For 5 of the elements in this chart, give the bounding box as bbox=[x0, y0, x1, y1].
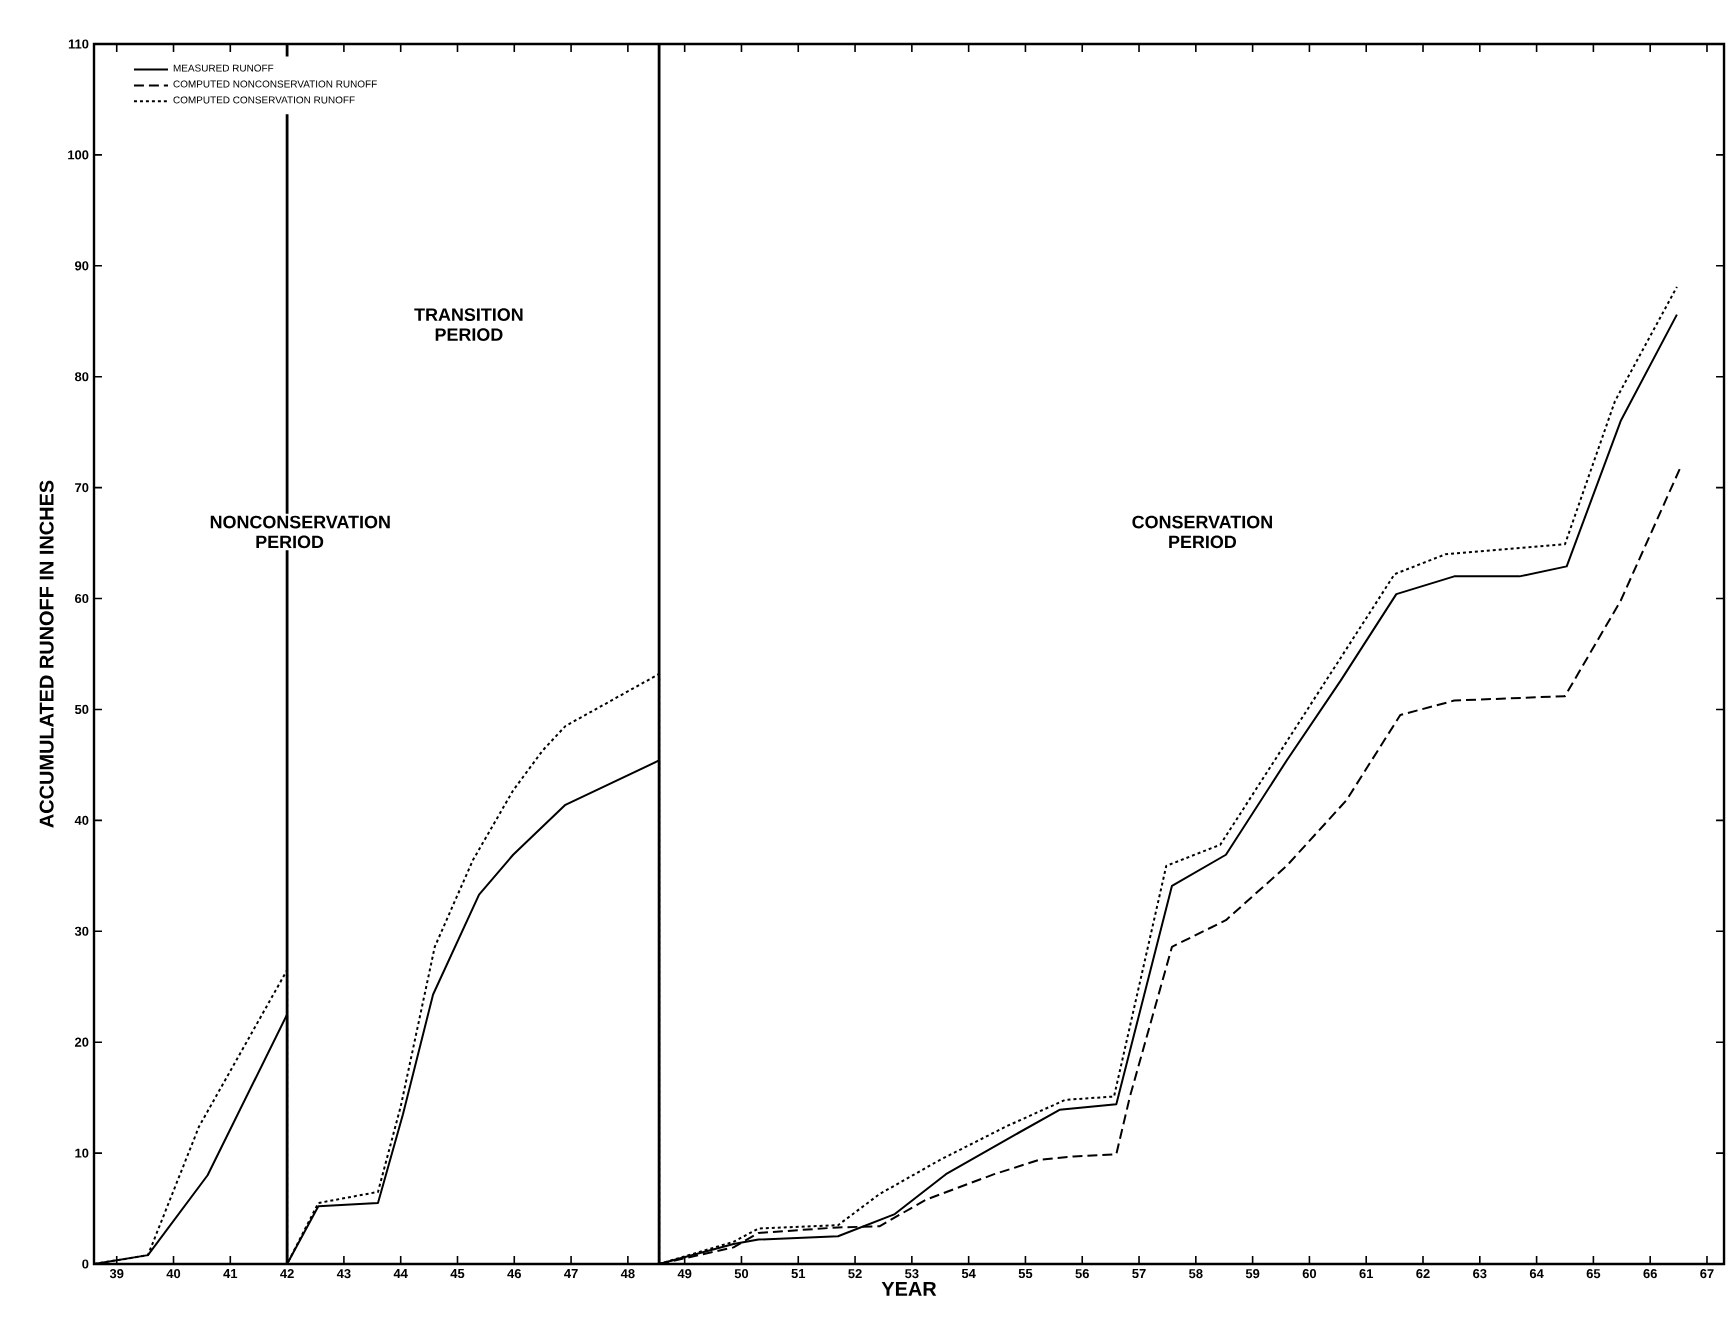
annotation: TRANSITION PERIOD bbox=[414, 308, 523, 341]
annotation: CONSERVATION PERIOD bbox=[1132, 515, 1272, 549]
y-axis-title: ACCUMULATED RUNOFF IN INCHES bbox=[39, 480, 54, 828]
annotation: NONCONSERVATION PERIOD bbox=[210, 515, 390, 549]
x-axis-title: YEAR bbox=[881, 1281, 937, 1296]
